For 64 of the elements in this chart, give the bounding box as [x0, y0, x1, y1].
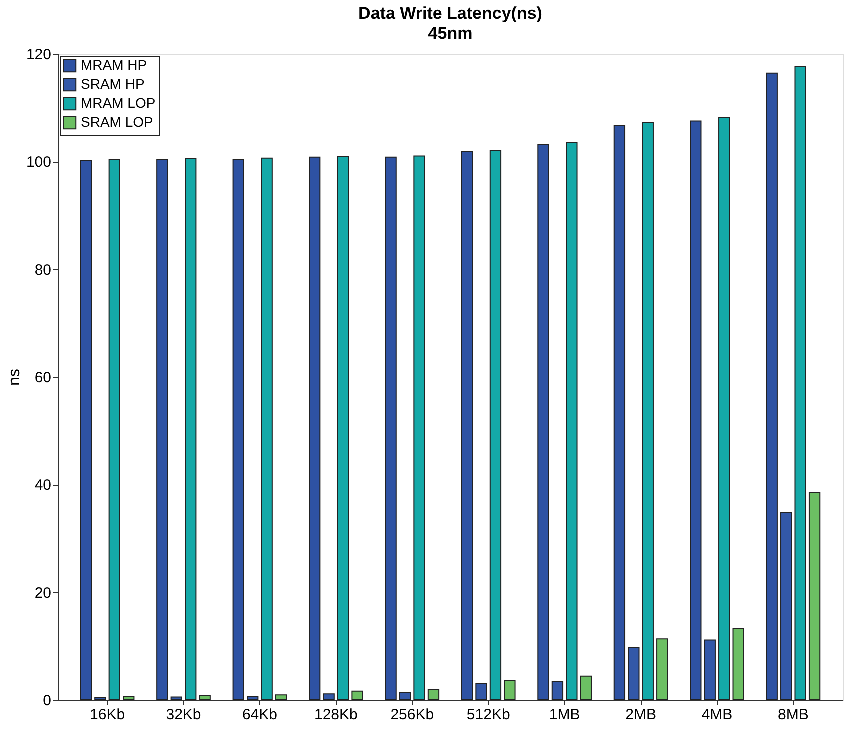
bar [399, 692, 412, 700]
bar [690, 120, 702, 700]
y-axis-title: ns [6, 369, 24, 386]
legend-label: MRAM LOP [81, 95, 156, 111]
x-tick-label: 16Kb [90, 706, 126, 724]
bar [156, 160, 168, 700]
bar [352, 690, 364, 700]
x-tick-label: 8MB [778, 706, 809, 724]
x-tick-label: 512Kb [466, 706, 510, 724]
chart-subtitle: 45nm [428, 24, 473, 43]
bar [642, 122, 654, 700]
bar [704, 640, 716, 700]
bar [628, 647, 640, 700]
x-tick-label: 256Kb [390, 706, 434, 724]
y-tick-label: 120 [26, 46, 52, 64]
x-tick-label: 2MB [626, 706, 656, 724]
bar [337, 156, 350, 700]
y-tick-label: 0 [43, 692, 52, 710]
bar [732, 628, 744, 700]
bar [780, 512, 792, 700]
bar [476, 683, 488, 700]
bar [123, 696, 135, 700]
bar [656, 638, 668, 700]
y-tick-label: 60 [34, 370, 52, 386]
bar [199, 695, 211, 700]
bar [718, 118, 730, 700]
y-tick-label: 100 [26, 154, 52, 172]
bar [566, 142, 578, 700]
bar [808, 492, 821, 700]
bar [80, 160, 92, 700]
bar [232, 159, 244, 700]
y-tick-label: 40 [34, 477, 52, 494]
y-tick-label: 20 [34, 584, 52, 602]
bar [490, 150, 502, 700]
bar [170, 696, 182, 700]
bar [794, 66, 806, 700]
x-tick-label: 128Kb [314, 706, 358, 724]
bar [504, 680, 516, 700]
bar [309, 156, 321, 700]
bar [261, 158, 273, 700]
x-tick-label: 1MB [549, 706, 580, 724]
bar [614, 125, 626, 700]
bar [108, 159, 120, 700]
bar [247, 696, 259, 700]
bar [323, 694, 335, 700]
bar [414, 156, 426, 700]
legend-label: SRAM HP [81, 76, 145, 92]
x-tick-label: 4MB [702, 706, 733, 724]
x-tick-label: 64Kb [242, 706, 278, 724]
bar [552, 681, 564, 700]
legend-label: SRAM LOP [81, 114, 154, 130]
bar [766, 72, 778, 700]
bar [185, 158, 197, 700]
bar [385, 156, 397, 700]
x-tick-label: 32Kb [166, 706, 202, 724]
chart-title: Data Write Latency(ns) [358, 4, 542, 23]
legend-label: MRAM HP [81, 57, 148, 73]
bar [538, 144, 550, 700]
bar [275, 694, 288, 700]
bar [580, 676, 592, 700]
bar [461, 151, 474, 700]
bar [428, 689, 440, 700]
bar [94, 697, 106, 700]
y-tick-label: 80 [34, 262, 52, 279]
